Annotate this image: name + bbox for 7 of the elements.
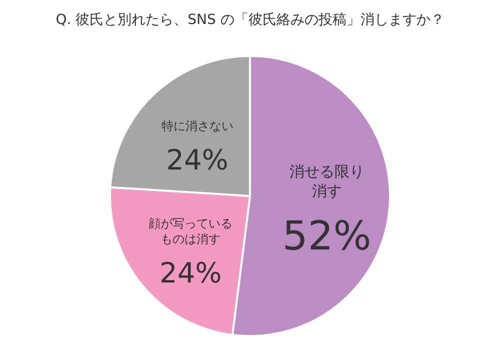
data-label: 24%	[166, 143, 228, 176]
slice-label: 顔が写っているものは消す	[148, 216, 233, 246]
data-label: 24%	[160, 256, 222, 290]
slice-label: 特に消さない	[161, 119, 234, 134]
data-label: 52%	[282, 213, 372, 260]
slice-label: 消せる限り消す	[289, 162, 364, 200]
chart-title: Q. 彼氏と別れたら、SNS の「彼氏絡みの投稿」消しますか？	[56, 12, 444, 28]
